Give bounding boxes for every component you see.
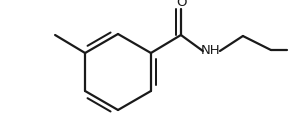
Text: NH: NH	[201, 45, 221, 57]
Text: O: O	[177, 0, 187, 9]
